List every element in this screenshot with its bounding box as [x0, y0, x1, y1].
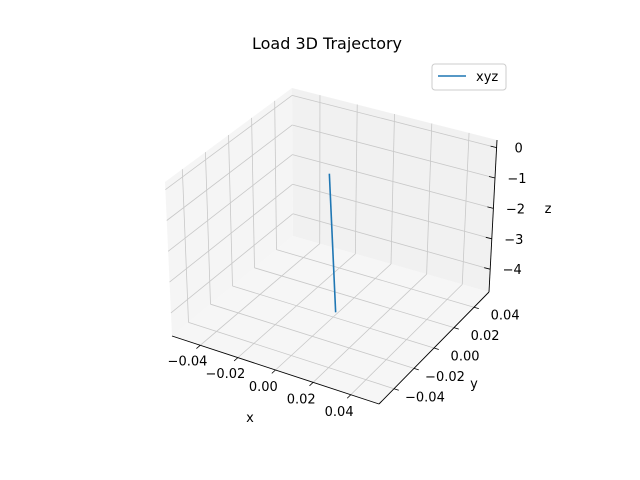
y-tick-label: −0.04 [405, 390, 445, 405]
y-gridline-floor [254, 267, 455, 329]
legend-box [431, 63, 507, 91]
x-gridline-wall [354, 104, 358, 254]
y-gridline-floor [188, 321, 395, 390]
x-tick-label: −0.04 [168, 355, 208, 370]
z-tick-mark [487, 206, 494, 209]
y-gridline-wall [181, 169, 189, 323]
z-gridline-back [292, 183, 492, 240]
z-gridline-back [291, 95, 497, 148]
x-tick-label: 0.04 [325, 405, 354, 420]
y-gridline-floor [232, 285, 435, 349]
y-gridline-wall [251, 117, 255, 268]
y-tick-mark [453, 327, 459, 330]
z-tick-mark [484, 267, 491, 270]
series-layer [328, 173, 337, 313]
z-gridline-left [170, 213, 294, 314]
z-tick-label: 0 [514, 142, 522, 157]
x-gridline-wall [461, 132, 470, 285]
back-wall-pane [292, 88, 497, 292]
z-tick-label: −1 [507, 172, 526, 187]
x-tick-mark [196, 344, 201, 349]
z-tick-mark [485, 236, 492, 240]
y-tick-label: 0.02 [471, 329, 500, 344]
z-gridline-left [167, 154, 293, 252]
x-tick-mark [346, 394, 352, 399]
z-gridline-left [165, 95, 293, 191]
series-line-xyz [328, 173, 337, 313]
z-gridline-left [169, 183, 293, 283]
x-tick-label: −0.02 [205, 367, 245, 382]
tick-marks [196, 145, 497, 399]
legend-label: xyz [476, 70, 498, 85]
z-tick-label: −2 [506, 202, 525, 217]
x-tick-label: 0.02 [287, 393, 316, 408]
left-wall-pane [165, 88, 293, 336]
z-gridline-back [292, 124, 496, 179]
legend: xyz [431, 63, 507, 91]
x-gridline-wall [390, 113, 395, 265]
chart-title: Load 3D Trajectory [252, 34, 402, 53]
z-gridline-left [166, 124, 293, 221]
y-tick-mark [433, 347, 439, 350]
y-gridline-floor [210, 303, 415, 369]
x-tick-label: 0.00 [249, 380, 278, 395]
z-tick-label: −3 [504, 233, 523, 248]
y-tick-label: −0.02 [425, 370, 465, 385]
x-gridline-wall [426, 123, 433, 275]
y-tick-mark [473, 306, 479, 310]
y-gridline-wall [228, 134, 233, 287]
z-tick-label: −4 [503, 263, 522, 278]
y-gridline-floor [276, 249, 475, 308]
z-axis-line [488, 139, 498, 293]
z-gridline-back [292, 213, 491, 270]
z-gridline-back [292, 154, 494, 209]
y-axis-label: y [470, 377, 478, 392]
x-tick-mark [309, 382, 314, 387]
y-gridline-wall [205, 152, 211, 305]
z-tick-mark [490, 145, 497, 148]
x-axis-label: x [246, 411, 254, 426]
y-tick-label: 0.00 [451, 349, 480, 364]
y-gridline-wall [274, 100, 277, 250]
y-tick-mark [393, 388, 399, 391]
grid-lines [165, 95, 497, 396]
tick-labels: −0.04−0.020.000.020.04−0.04−0.020.000.02… [168, 142, 527, 421]
z-axis-label: z [545, 202, 552, 217]
z-tick-mark [488, 176, 496, 179]
x-tick-mark [233, 357, 239, 362]
y-tick-label: 0.04 [491, 308, 520, 323]
y-tick-mark [413, 367, 419, 371]
x-tick-mark [271, 369, 276, 374]
